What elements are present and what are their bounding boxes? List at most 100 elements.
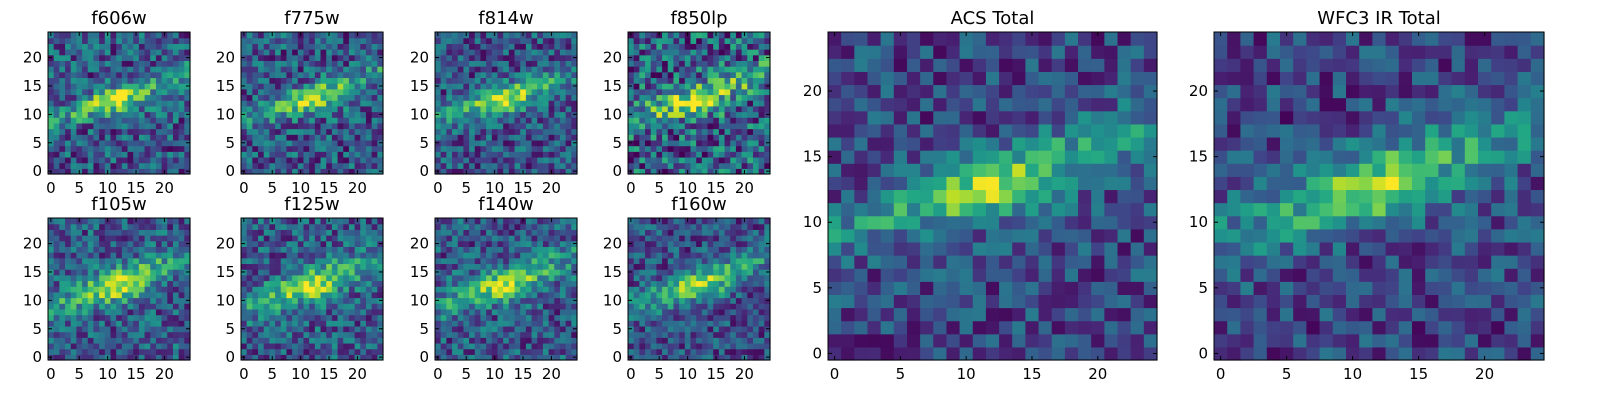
heatmap-cell	[286, 309, 292, 315]
heatmap-cell	[446, 229, 452, 235]
heatmap-cell	[475, 38, 481, 44]
heatmap-cell	[509, 140, 515, 146]
heatmap-cell	[492, 235, 498, 241]
heatmap-cell	[441, 286, 447, 292]
heatmap-cell	[349, 235, 355, 241]
heatmap-cell	[167, 315, 173, 321]
heatmap-cell	[65, 32, 71, 38]
heatmap-cell	[173, 315, 179, 321]
heatmap-cell	[497, 241, 503, 247]
heatmap-cell	[554, 349, 560, 355]
heatmap-cell	[355, 151, 361, 157]
heatmap-cell	[343, 258, 349, 264]
heatmap-cell	[332, 292, 338, 298]
heatmap-cell	[435, 157, 441, 163]
heatmap-cell	[167, 280, 173, 286]
heatmap-cell	[747, 117, 753, 123]
heatmap-cell	[441, 235, 447, 241]
heatmap-cell	[742, 315, 748, 321]
heatmap-cell	[747, 55, 753, 61]
heatmap-cell	[549, 112, 555, 118]
heatmap-cell	[469, 77, 475, 83]
heatmap-cell	[303, 269, 309, 275]
heatmap-cell	[133, 241, 139, 247]
heatmap-cell	[252, 263, 258, 269]
heatmap-cell	[497, 129, 503, 135]
heatmap-cell	[673, 83, 679, 89]
heatmap-cell	[116, 89, 122, 95]
heatmap-cell	[162, 163, 168, 169]
heatmap-cell	[651, 298, 657, 304]
heatmap-cell	[708, 349, 714, 355]
heatmap-cell	[486, 218, 492, 224]
heatmap-cell	[252, 112, 258, 118]
heatmap-cell	[303, 49, 309, 55]
heatmap-cell	[332, 309, 338, 315]
heatmap-cell	[736, 83, 742, 89]
heatmap-cell	[156, 117, 162, 123]
heatmap-cell	[264, 117, 270, 123]
heatmap-cell	[88, 258, 94, 264]
heatmap-cell	[662, 117, 668, 123]
heatmap-cell	[65, 337, 71, 343]
heatmap-cell	[549, 269, 555, 275]
heatmap-cell	[543, 38, 549, 44]
heatmap-cell	[435, 343, 441, 349]
heatmap-cell	[469, 66, 475, 72]
heatmap-cell	[54, 157, 60, 163]
heatmap-cell	[747, 286, 753, 292]
heatmap-cell	[549, 140, 555, 146]
heatmap-cell	[76, 292, 82, 298]
heatmap-cell	[526, 134, 532, 140]
heatmap-cell	[736, 140, 742, 146]
heatmap-cell	[326, 349, 332, 355]
heatmap-cell	[145, 246, 151, 252]
heatmap-cell	[441, 309, 447, 315]
heatmap-cell	[128, 72, 134, 78]
heatmap-cell	[150, 83, 156, 89]
heatmap-cell	[628, 343, 634, 349]
heatmap-cell	[173, 43, 179, 49]
y-tick-label: 10	[23, 105, 42, 123]
heatmap-cell	[343, 315, 349, 321]
heatmap-cell	[355, 258, 361, 264]
heatmap-cell	[292, 292, 298, 298]
heatmap-cell	[71, 246, 77, 252]
heatmap-cell	[645, 320, 651, 326]
heatmap-cell	[639, 60, 645, 66]
heatmap-cell	[668, 106, 674, 112]
heatmap-cell	[133, 275, 139, 281]
heatmap-cell	[54, 83, 60, 89]
heatmap-cell	[469, 349, 475, 355]
heatmap-cell	[759, 100, 765, 106]
heatmap-cell	[372, 320, 378, 326]
heatmap-cell	[122, 218, 128, 224]
heatmap-cell	[286, 146, 292, 152]
y-tick-label: 20	[216, 49, 235, 67]
heatmap-cell	[332, 235, 338, 241]
heatmap-cell	[463, 235, 469, 241]
heatmap-cell	[725, 337, 731, 343]
heatmap-cell	[128, 280, 134, 286]
heatmap-cell	[82, 66, 88, 72]
heatmap-cell	[309, 106, 315, 112]
heatmap-cell	[469, 117, 475, 123]
heatmap-cell	[360, 117, 366, 123]
heatmap-cell	[303, 275, 309, 281]
heatmap-cell	[554, 258, 560, 264]
heatmap-cell	[93, 83, 99, 89]
heatmap-cell	[446, 94, 452, 100]
heatmap-cell	[719, 100, 725, 106]
heatmap-cell	[515, 332, 521, 338]
heatmap-cell	[486, 49, 492, 55]
heatmap-cell	[696, 280, 702, 286]
heatmap-cell	[93, 72, 99, 78]
heatmap-cell	[372, 326, 378, 332]
heatmap-cell	[645, 157, 651, 163]
heatmap-cell	[747, 43, 753, 49]
heatmap-cell	[269, 77, 275, 83]
heatmap-cell	[139, 129, 145, 135]
heatmap-cell	[492, 280, 498, 286]
heatmap-cell	[133, 43, 139, 49]
heatmap-cell	[247, 49, 253, 55]
